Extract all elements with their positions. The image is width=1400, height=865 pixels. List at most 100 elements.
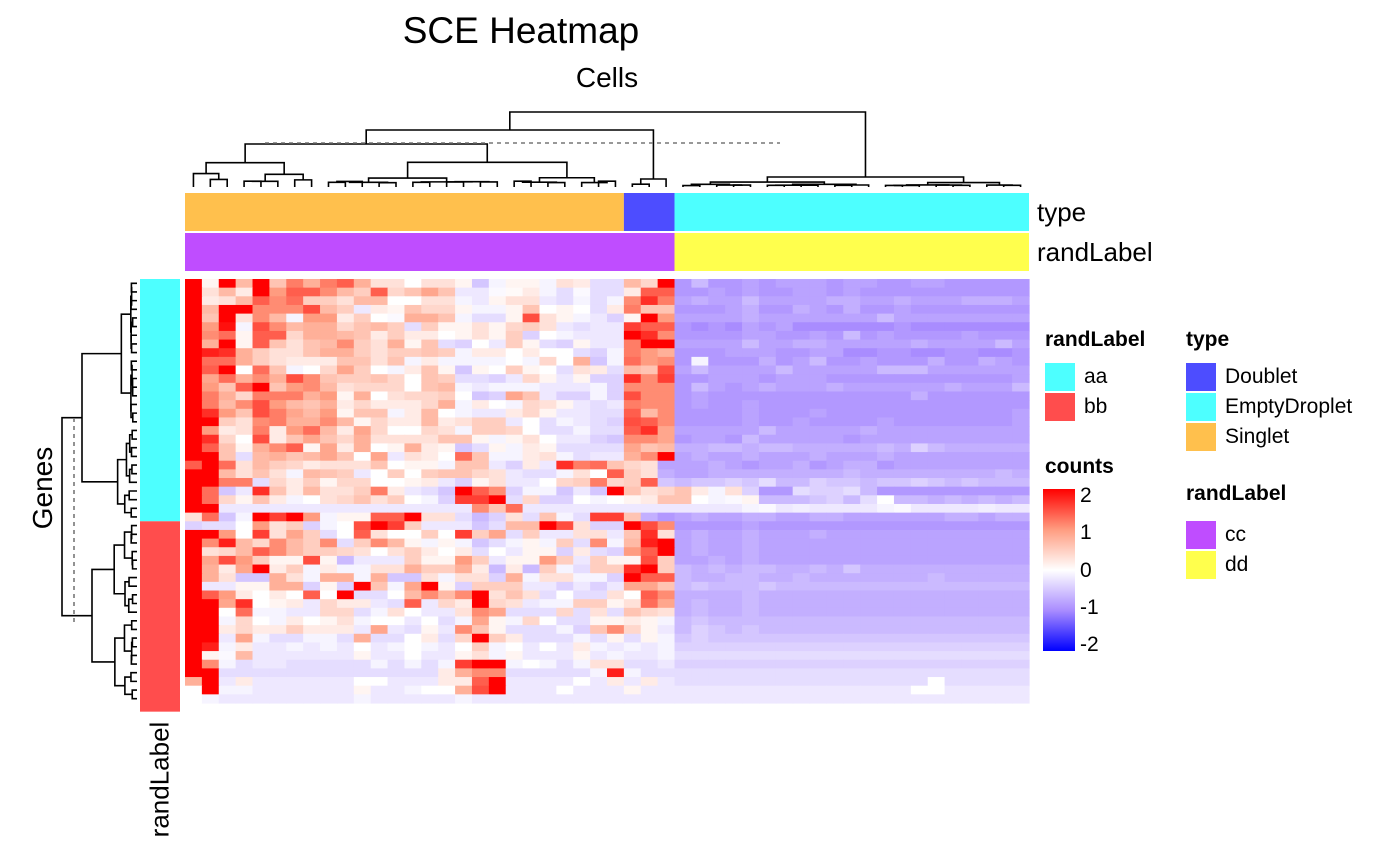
heatmap-cell xyxy=(539,495,557,505)
column-dendrogram-branch xyxy=(205,161,285,175)
heatmap-cell xyxy=(471,590,490,600)
heatmap-cell xyxy=(471,668,490,678)
heatmap-cell xyxy=(387,279,406,289)
heatmap-cell xyxy=(775,356,794,367)
heatmap-cell xyxy=(590,287,608,297)
heatmap-cell xyxy=(505,512,524,522)
heatmap-cell xyxy=(573,642,591,652)
heatmap-cell xyxy=(860,538,878,548)
heatmap-cell xyxy=(387,330,406,341)
heatmap-cell xyxy=(370,408,389,419)
heatmap-cell xyxy=(235,287,254,297)
heatmap-cell xyxy=(336,512,355,522)
heatmap-cell xyxy=(691,322,709,332)
heatmap-cell xyxy=(269,322,287,332)
heatmap-cell xyxy=(607,400,625,410)
heatmap-cell xyxy=(623,391,642,401)
heatmap-cell xyxy=(218,642,237,652)
heatmap-cell xyxy=(927,590,946,600)
heatmap-cell xyxy=(421,495,439,505)
heatmap-cell xyxy=(657,668,676,678)
heatmap-cell xyxy=(725,685,743,695)
heatmap-cell xyxy=(539,443,557,453)
column-dendrogram-branch xyxy=(406,161,568,179)
heatmap-cell xyxy=(961,677,979,687)
heatmap-cell xyxy=(910,486,929,496)
heatmap-cell xyxy=(691,564,709,574)
heatmap-cell xyxy=(573,382,591,393)
heatmap-cell xyxy=(708,694,726,704)
heatmap-cell xyxy=(235,443,254,453)
heatmap-cell xyxy=(708,486,726,496)
heatmap-cell xyxy=(961,616,979,626)
heatmap-cell xyxy=(674,529,692,540)
heatmap-cell xyxy=(471,417,490,427)
heatmap-cell xyxy=(893,512,912,522)
heatmap-cell xyxy=(218,555,237,566)
heatmap-cell xyxy=(758,426,777,436)
heatmap-cell xyxy=(303,677,321,687)
heatmap-cell xyxy=(640,538,659,548)
legend-type: type Doublet EmptyDroplet Singlet xyxy=(1186,328,1352,452)
heatmap-cell xyxy=(995,642,1013,652)
heatmap-cell xyxy=(657,443,676,453)
heatmap-cell xyxy=(269,581,287,592)
heatmap-cell xyxy=(910,651,929,661)
heatmap-cell xyxy=(725,503,743,514)
heatmap-cell xyxy=(910,296,929,306)
heatmap-cell xyxy=(471,659,490,669)
heatmap-cell xyxy=(387,590,406,600)
heatmap-cell xyxy=(775,452,794,462)
heatmap-cell xyxy=(826,668,844,678)
heatmap-cell xyxy=(927,287,946,297)
heatmap-cell xyxy=(758,633,777,644)
heatmap-cell xyxy=(539,469,557,479)
heatmap-cell xyxy=(455,529,473,540)
heatmap-cell xyxy=(590,365,608,375)
heatmap-cell xyxy=(961,659,979,669)
heatmap-cell xyxy=(843,668,861,678)
heatmap-cell xyxy=(201,287,220,297)
heatmap-cell xyxy=(488,426,507,436)
heatmap-cell xyxy=(573,339,591,349)
heatmap-cell xyxy=(944,391,963,401)
heatmap-cell xyxy=(421,391,439,401)
heatmap-cell xyxy=(488,659,507,669)
heatmap-cell xyxy=(353,599,372,609)
heatmap-cell xyxy=(792,685,811,695)
heatmap-cell xyxy=(657,400,676,410)
heatmap-cell xyxy=(286,356,304,367)
heatmap-cell xyxy=(303,408,321,419)
heatmap-cell xyxy=(556,339,574,349)
heatmap-cell xyxy=(742,547,760,557)
heatmap-cell xyxy=(387,400,406,410)
heatmap-cell xyxy=(455,382,473,393)
legend-counts-title: counts xyxy=(1045,455,1114,478)
heatmap-cell xyxy=(556,322,574,332)
heatmap-cell xyxy=(944,348,963,358)
heatmap-cell xyxy=(860,296,878,306)
heatmap-cell xyxy=(961,564,979,574)
heatmap-cell xyxy=(742,694,760,704)
heatmap-cell xyxy=(320,616,338,626)
heatmap-cell xyxy=(877,408,895,419)
heatmap-cell xyxy=(995,659,1013,669)
column-dendrogram-branch xyxy=(547,181,566,187)
heatmap-cell xyxy=(961,391,979,401)
heatmap-cell xyxy=(218,400,237,410)
heatmap-cell xyxy=(725,382,743,393)
heatmap-cell xyxy=(607,547,625,557)
heatmap-cell xyxy=(590,434,608,445)
heatmap-cell xyxy=(826,694,844,704)
heatmap-cell xyxy=(978,304,996,315)
legend-item-cc: cc xyxy=(1186,520,1286,550)
heatmap-cell xyxy=(505,573,524,583)
heatmap-cell xyxy=(471,642,490,652)
annotation-type-doublet xyxy=(623,193,675,231)
heatmap-cell xyxy=(455,625,473,635)
heatmap-cell xyxy=(235,322,254,332)
heatmap-cell xyxy=(961,374,979,384)
heatmap-cell xyxy=(421,304,439,315)
heatmap-cell xyxy=(927,547,946,557)
heatmap-cell xyxy=(488,625,507,635)
